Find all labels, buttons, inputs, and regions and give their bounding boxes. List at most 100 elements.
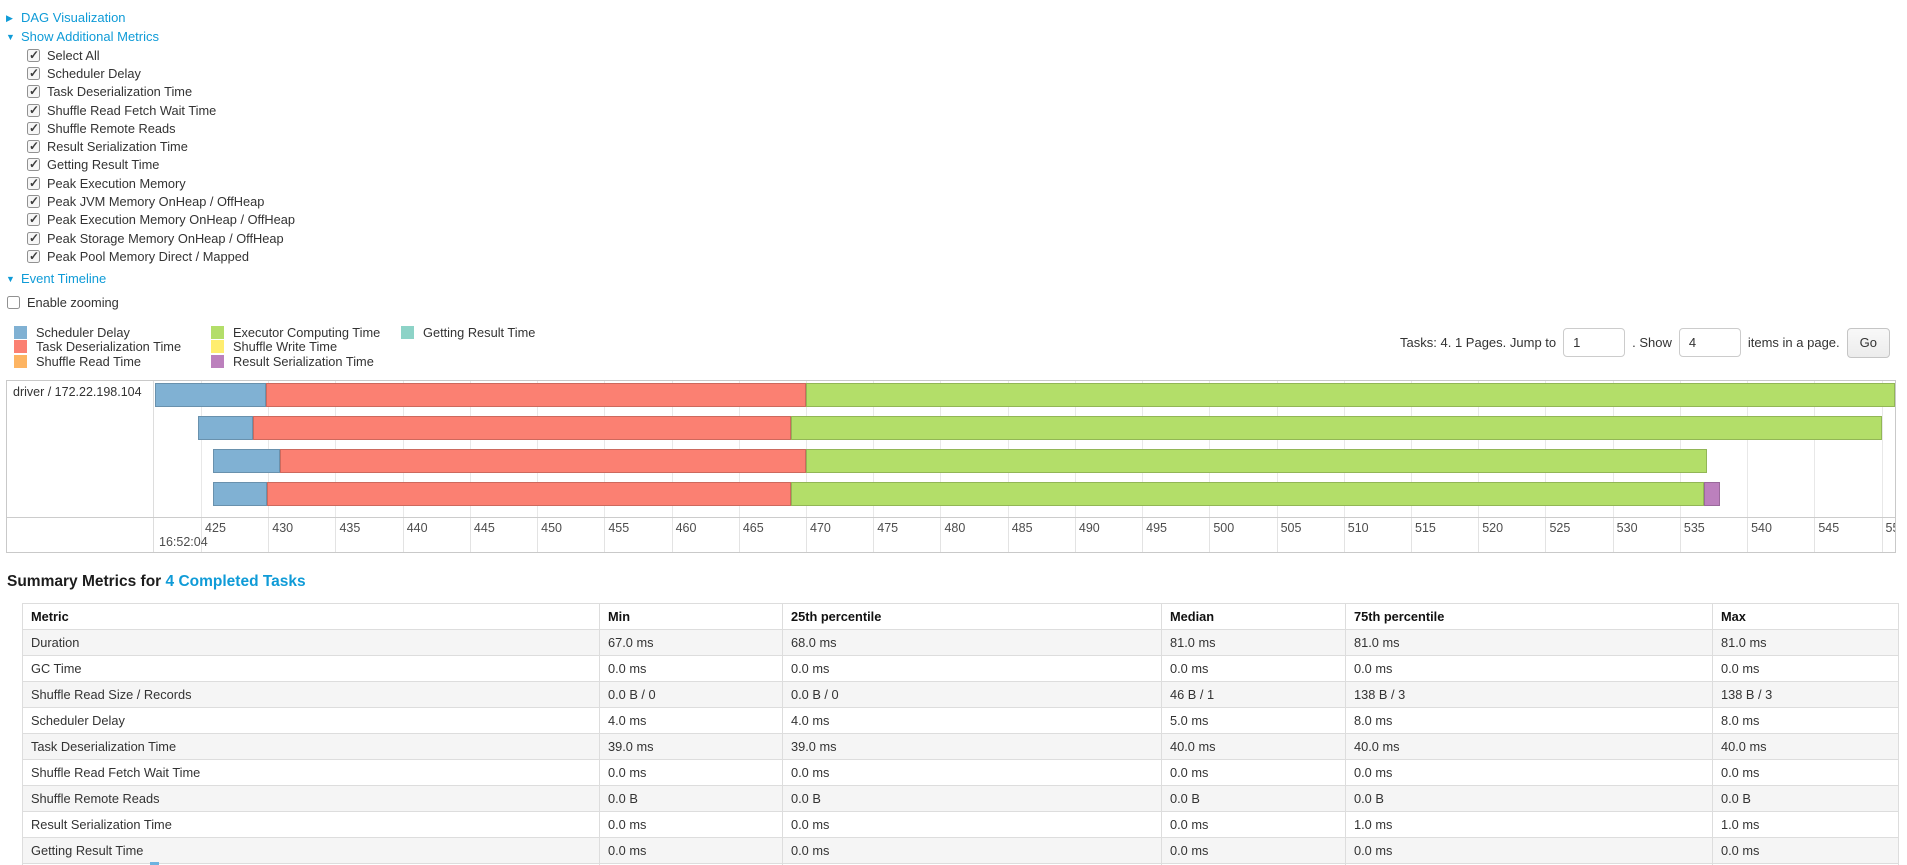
- gridline: [873, 517, 875, 552]
- summary-metrics-table: Metric Min 25th percentile Median 75th perce…: [22, 602, 1899, 865]
- metric-value-cell: 0.0 B: [599, 784, 783, 812]
- axis-line: [7, 516, 1895, 518]
- table-row: Shuffle Remote Reads 0.0 B 0.0 B 0.0 B 0.0 B…: [22, 784, 1899, 812]
- column-header-median: Median: [1161, 602, 1346, 630]
- axis-major-label: 16:52:04: [159, 534, 208, 549]
- legend-label: Shuffle Write Time: [233, 339, 338, 355]
- task-segment-result-serialization-time[interactable]: [1704, 481, 1721, 506]
- legend-column: Getting Result Time: [401, 325, 535, 370]
- table-row: Shuffle Read Fetch Wait Time 0.0 ms 0.0 ms…: [22, 758, 1899, 786]
- metric-name-cell: Getting Result Time: [22, 836, 600, 864]
- metric-value-cell: 138 B / 3: [1345, 680, 1713, 708]
- legend-label: Shuffle Read Time: [36, 353, 142, 369]
- task-segment-executor-computing-time[interactable]: [806, 382, 1895, 407]
- task-segment-executor-computing-time[interactable]: [791, 481, 1705, 506]
- metric-name-cell: Scheduler Delay: [22, 706, 600, 734]
- metric-value-cell: 0.0 B: [1161, 784, 1346, 812]
- task-segment-scheduler-delay[interactable]: [213, 448, 281, 473]
- metric-value-cell: 0.0 B: [782, 784, 1162, 812]
- axis-tick-label: 490: [1078, 520, 1100, 535]
- caret-down-icon: [6, 28, 16, 46]
- column-header-metric: Metric: [22, 602, 600, 630]
- metric-value-cell: 0.0 ms: [1345, 654, 1713, 682]
- task-segment-executor-computing-time[interactable]: [791, 415, 1882, 440]
- task-segment-task-deserialization-time[interactable]: [266, 481, 792, 506]
- toggle-dag-visualization[interactable]: DAG Visualization: [6, 9, 1899, 27]
- metric-name-cell: GC Time: [22, 654, 600, 682]
- checkbox-peak-execution-memory[interactable]: [27, 176, 40, 190]
- checkbox-scheduler-delay[interactable]: [27, 66, 40, 80]
- items-per-page-input[interactable]: [1678, 328, 1741, 358]
- checkbox-getting-result-time[interactable]: [27, 157, 40, 172]
- additional-metrics-list: Select All Scheduler Delay Task Deserializ…: [27, 46, 1899, 266]
- checkbox-shuffle-read-fetch-wait-time[interactable]: [27, 103, 40, 117]
- metric-value-cell: 928 B: [1712, 862, 1899, 865]
- completed-tasks-link[interactable]: 4 Completed Tasks: [165, 572, 306, 590]
- gridline: [1209, 517, 1211, 552]
- go-button[interactable]: Go: [1846, 327, 1890, 358]
- timeline-legend: Scheduler Delay Task Deserialization Time…: [14, 325, 1899, 370]
- metric-value-cell: 0.0 ms: [1161, 810, 1346, 838]
- metric-value-cell: 0.0 ms: [1161, 836, 1346, 864]
- checkbox-peak-jvm-memory-onheap-offheap[interactable]: [27, 194, 40, 209]
- axis-tick-label: 475: [877, 520, 899, 535]
- axis-tick-label: 525: [1549, 520, 1571, 535]
- gridline: [806, 517, 808, 552]
- gridline: [1612, 517, 1614, 552]
- metric-checkbox-label: Shuffle Remote Reads: [47, 120, 176, 136]
- metric-checkbox-label: Peak Execution Memory: [47, 175, 186, 191]
- metric-value-cell: 0.0 B: [1345, 784, 1713, 812]
- metric-checkbox-label: Shuffle Read Fetch Wait Time: [47, 102, 217, 118]
- axis-tick-label: 430: [272, 520, 294, 535]
- jump-to-page-input[interactable]: [1563, 328, 1626, 358]
- task-segment-scheduler-delay[interactable]: [198, 415, 254, 440]
- metric-value-cell: 81.0 ms: [1712, 628, 1899, 656]
- toggle-event-timeline[interactable]: Event Timeline: [6, 270, 1899, 288]
- task-segment-scheduler-delay[interactable]: [213, 481, 267, 506]
- task-segment-task-deserialization-time[interactable]: [280, 448, 807, 473]
- task-segment-scheduler-delay[interactable]: [155, 382, 266, 407]
- enable-zooming-checkbox[interactable]: [7, 296, 20, 310]
- table-row: Peak Execution Memory0.0 B0.0 B752 B928 …: [22, 862, 1899, 865]
- gridline: [940, 517, 942, 552]
- task-bar: [154, 382, 1895, 407]
- axis-tick-label: 510: [1347, 520, 1369, 535]
- metric-value-cell: 81.0 ms: [1345, 628, 1713, 656]
- metric-checkbox-label: Peak Execution Memory OnHeap / OffHeap: [47, 212, 296, 228]
- gridline: [201, 380, 203, 517]
- task-segment-executor-computing-time[interactable]: [806, 448, 1707, 473]
- checkbox-peak-pool-memory-direct-mapped[interactable]: [27, 249, 40, 263]
- checkbox-shuffle-remote-reads[interactable]: [27, 121, 40, 135]
- legend-column: Scheduler Delay Task Deserialization Time…: [14, 325, 211, 370]
- metric-checkbox-row: Shuffle Read Fetch Wait Time: [27, 101, 1899, 119]
- toggle-show-additional-metrics[interactable]: Show Additional Metrics: [6, 28, 1899, 46]
- checkbox-task-deserialization-time[interactable]: [27, 84, 40, 99]
- axis-tick-label: 440: [406, 520, 428, 535]
- pagination-items-text: items in a page.: [1747, 335, 1840, 351]
- table-row: Getting Result Time 0.0 ms 0.0 ms 0.0 ms 0.0…: [22, 836, 1899, 864]
- metric-name-cell: Shuffle Read Fetch Wait Time: [22, 758, 600, 786]
- metric-value-cell: 0.0 ms: [599, 654, 783, 682]
- gridline: [671, 517, 673, 552]
- checkbox-peak-execution-memory-onheap-offheap[interactable]: [27, 212, 40, 227]
- gridline: [1074, 517, 1076, 552]
- axis-tick-label: 480: [944, 520, 966, 535]
- axis-tick-label: 450: [541, 520, 562, 535]
- metric-value-cell: 1.0 ms: [1345, 810, 1713, 838]
- metric-checkbox-row: Task Deserialization Time: [27, 83, 1899, 101]
- task-segment-task-deserialization-time[interactable]: [265, 382, 807, 407]
- checkbox-result-serialization-time[interactable]: [27, 139, 40, 154]
- executor-row-label: driver / 172.22.198.104: [13, 384, 142, 399]
- task-segment-task-deserialization-time[interactable]: [253, 415, 792, 440]
- legend-swatch-icon: [211, 340, 224, 354]
- metric-value-cell: 0.0 ms: [1345, 758, 1713, 786]
- checkbox-select-all[interactable]: [27, 48, 40, 62]
- axis-tick-label: 530: [1616, 520, 1638, 535]
- metric-value-cell: 0.0 ms: [782, 836, 1162, 864]
- gridline: [201, 517, 203, 552]
- checkbox-peak-storage-memory-onheap-offheap[interactable]: [27, 231, 40, 245]
- metric-checkbox-label: Task Deserialization Time: [47, 84, 193, 100]
- metric-value-cell: 0.0 ms: [1712, 836, 1899, 864]
- gridline: [469, 517, 471, 552]
- table-header-row: Metric Min 25th percentile Median 75th perce…: [22, 602, 1899, 630]
